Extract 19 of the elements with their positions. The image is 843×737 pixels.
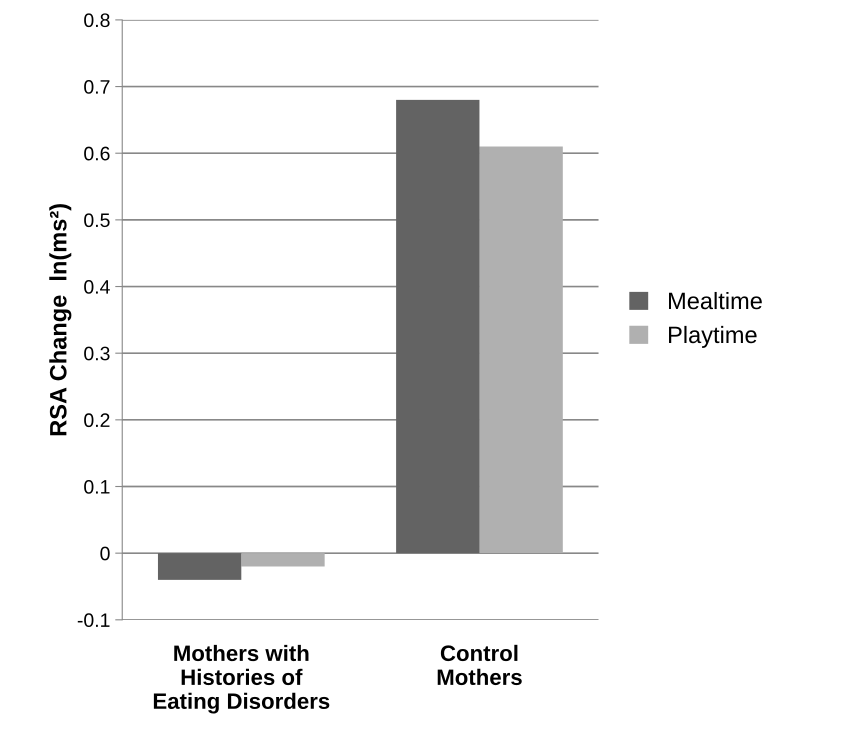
bar	[241, 553, 325, 566]
y-tick-label: 0.2	[84, 413, 110, 428]
bar	[158, 553, 242, 580]
y-tick-label: 0.6	[84, 146, 110, 160]
legend-label: Mealtime	[669, 292, 762, 310]
y-tick-label: 0.8	[84, 13, 110, 28]
y-tick-label: 0.7	[84, 80, 110, 94]
x-tick-label: Control Mothers	[438, 644, 522, 686]
y-tick-label: 0.5	[84, 213, 110, 228]
legend-label: Playtime	[669, 326, 757, 348]
y-axis-title: RSA Change ln(ms²)	[49, 204, 72, 436]
y-tick-label: 0.4	[84, 280, 110, 294]
y-tick-label: 0.1	[84, 480, 110, 494]
y-tick-label: 0.3	[84, 346, 110, 360]
y-tick-label: -0.1	[78, 613, 110, 628]
x-tick-label: Mothers with Histories of Eating Disorders	[154, 644, 330, 714]
bar	[479, 146, 563, 554]
bar	[396, 100, 480, 554]
y-tick-label: 0	[100, 546, 110, 560]
